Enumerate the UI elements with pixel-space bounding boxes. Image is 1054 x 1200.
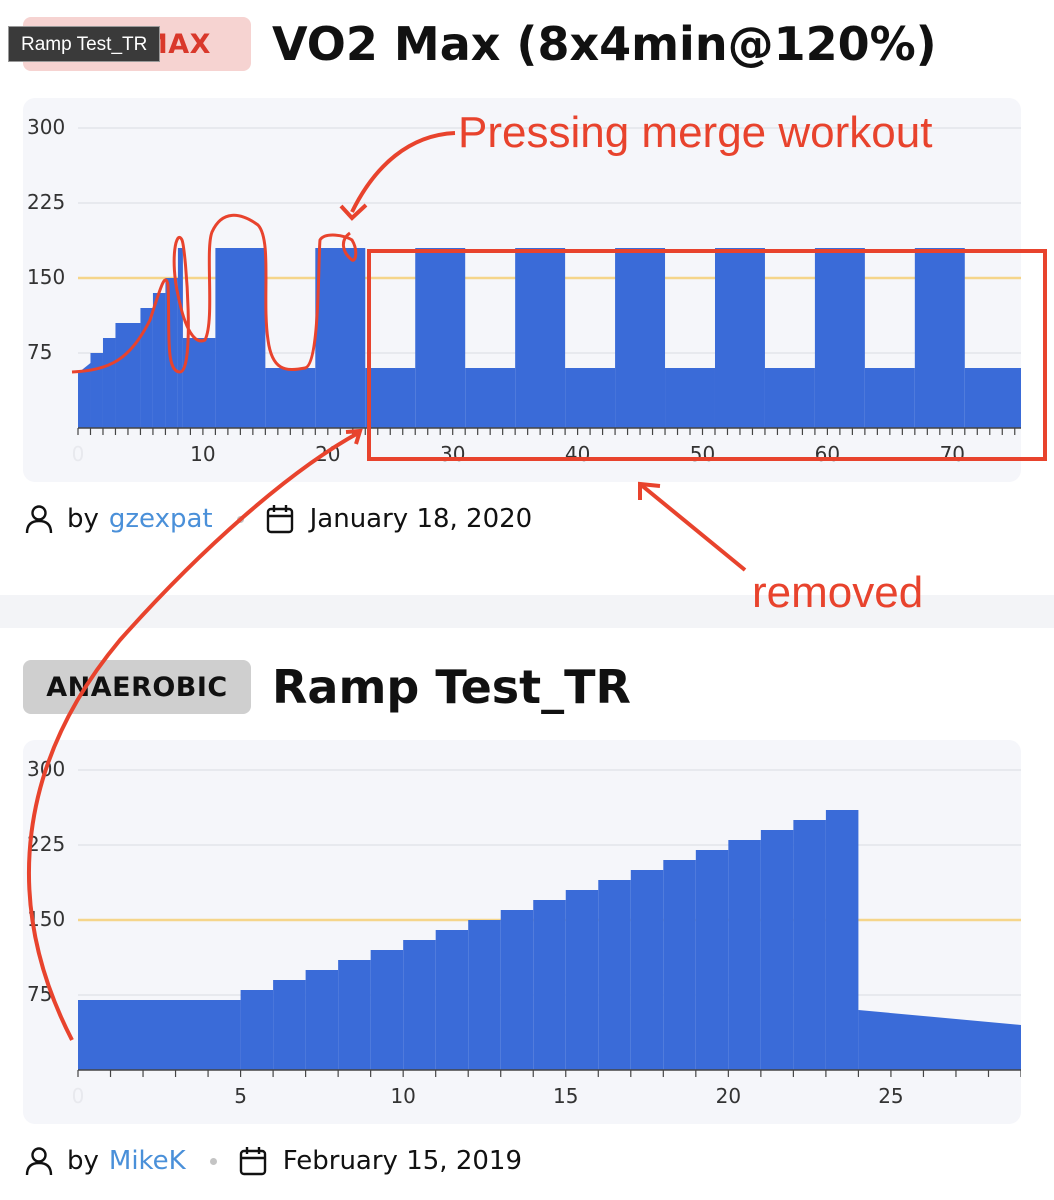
power-interval: [415, 248, 466, 428]
author-link[interactable]: gzexpat: [108, 504, 213, 534]
power-interval: [468, 920, 501, 1070]
power-interval: [764, 368, 815, 428]
workout-title[interactable]: Ramp Test_TR: [272, 660, 631, 714]
y-tick-label: 300: [27, 757, 65, 781]
power-interval: [240, 990, 274, 1070]
power-interval: [760, 830, 794, 1070]
power-interval: [914, 248, 965, 428]
power-interval: [177, 248, 183, 428]
y-tick-label: 75: [27, 340, 52, 364]
power-interval: [115, 323, 141, 428]
x-tick-label: 10: [190, 442, 215, 466]
power-interval: [793, 820, 826, 1070]
power-interval: [964, 368, 1021, 428]
x-tick-label: 20: [315, 442, 340, 466]
power-interval: [565, 890, 599, 1070]
workout-chart: 75 150 225 300 0 5 10 15 20 25: [23, 740, 1021, 1124]
hover-tooltip: Ramp Test_TR: [8, 26, 161, 62]
power-interval: [90, 353, 103, 428]
by-label: by: [67, 1146, 99, 1176]
x-tick-label: 0: [72, 1084, 85, 1108]
power-interval: [864, 368, 915, 428]
power-interval: [565, 368, 616, 428]
power-interval: [663, 860, 696, 1070]
y-tick-label: 300: [27, 115, 65, 139]
power-interval: [273, 980, 306, 1070]
x-tick-label: 10: [390, 1084, 415, 1108]
workout-meta: by MikeK February 15, 2019: [23, 1144, 522, 1178]
user-icon: [23, 1145, 55, 1177]
x-tick-label: 70: [940, 442, 965, 466]
workout-chart: 75 150 225 300 0 10 20 30 40 50 60 70: [23, 98, 1021, 482]
x-tick-label: 50: [690, 442, 715, 466]
separator-dot: [209, 1157, 217, 1165]
workout-type-badge: ANAEROBIC: [23, 660, 251, 714]
power-interval: [665, 368, 715, 428]
x-tick-label: 15: [553, 1084, 578, 1108]
calendar-icon: [264, 503, 296, 535]
power-interval: [695, 850, 729, 1070]
power-interval: [165, 278, 178, 428]
power-interval: [305, 970, 339, 1070]
power-interval: [435, 930, 469, 1070]
power-interval: [78, 363, 91, 428]
power-interval: [403, 940, 436, 1070]
power-interval: [465, 368, 516, 428]
y-tick-label: 225: [27, 832, 65, 856]
author-link[interactable]: MikeK: [108, 1146, 186, 1176]
workout-meta: by gzexpat January 18, 2020: [23, 502, 532, 536]
calendar-icon: [237, 1145, 269, 1177]
power-interval: [315, 248, 366, 428]
power-interval: [630, 870, 664, 1070]
power-interval: [265, 368, 316, 428]
power-interval: [78, 1000, 241, 1070]
x-tick-label: 40: [565, 442, 590, 466]
power-interval: [338, 960, 371, 1070]
power-interval: [858, 1010, 1021, 1070]
x-tick-label: 30: [440, 442, 465, 466]
y-tick-label: 225: [27, 190, 65, 214]
user-icon: [23, 503, 55, 535]
y-tick-label: 150: [27, 265, 65, 289]
card-separator: [0, 595, 1054, 628]
power-interval: [500, 910, 534, 1070]
x-tick-label: 0: [72, 442, 85, 466]
x-tick-label: 20: [716, 1084, 741, 1108]
power-interval: [814, 248, 865, 428]
y-tick-label: 150: [27, 907, 65, 931]
power-interval: [515, 248, 566, 428]
separator-dot: [236, 515, 244, 523]
power-interval: [140, 308, 153, 428]
y-tick-label: 75: [27, 982, 52, 1006]
workout-date: January 18, 2020: [309, 504, 533, 534]
power-interval: [615, 248, 666, 428]
by-label: by: [67, 504, 99, 534]
workout-date: February 15, 2019: [282, 1146, 522, 1176]
power-interval: [102, 338, 116, 428]
x-tick-label: 25: [878, 1084, 903, 1108]
power-interval: [728, 840, 761, 1070]
power-interval: [598, 880, 631, 1070]
power-interval: [365, 368, 416, 428]
x-tick-label: 5: [234, 1084, 247, 1108]
power-interval: [533, 900, 566, 1070]
power-interval: [182, 338, 216, 428]
power-interval: [714, 248, 765, 428]
power-interval: [215, 248, 266, 428]
power-interval: [825, 810, 859, 1070]
power-profile-chart: 75 150 225 300 0 10 20 30 40 50 60 70: [27, 115, 1021, 466]
power-profile-chart: 75 150 225 300 0 5 10 15 20 25: [27, 757, 1021, 1108]
power-interval: [370, 950, 404, 1070]
x-tick-label: 60: [815, 442, 840, 466]
workout-card-vo2-max[interactable]: MAX VO2 Max (8x4min@120%) 75 150 225 300 0 10…: [0, 0, 1054, 595]
workout-card-ramp-test[interactable]: ANAEROBIC Ramp Test_TR 75 150 225 300 0 5 10 15…: [0, 628, 1054, 1200]
power-interval: [152, 293, 166, 428]
workout-title[interactable]: VO2 Max (8x4min@120%): [272, 17, 937, 71]
